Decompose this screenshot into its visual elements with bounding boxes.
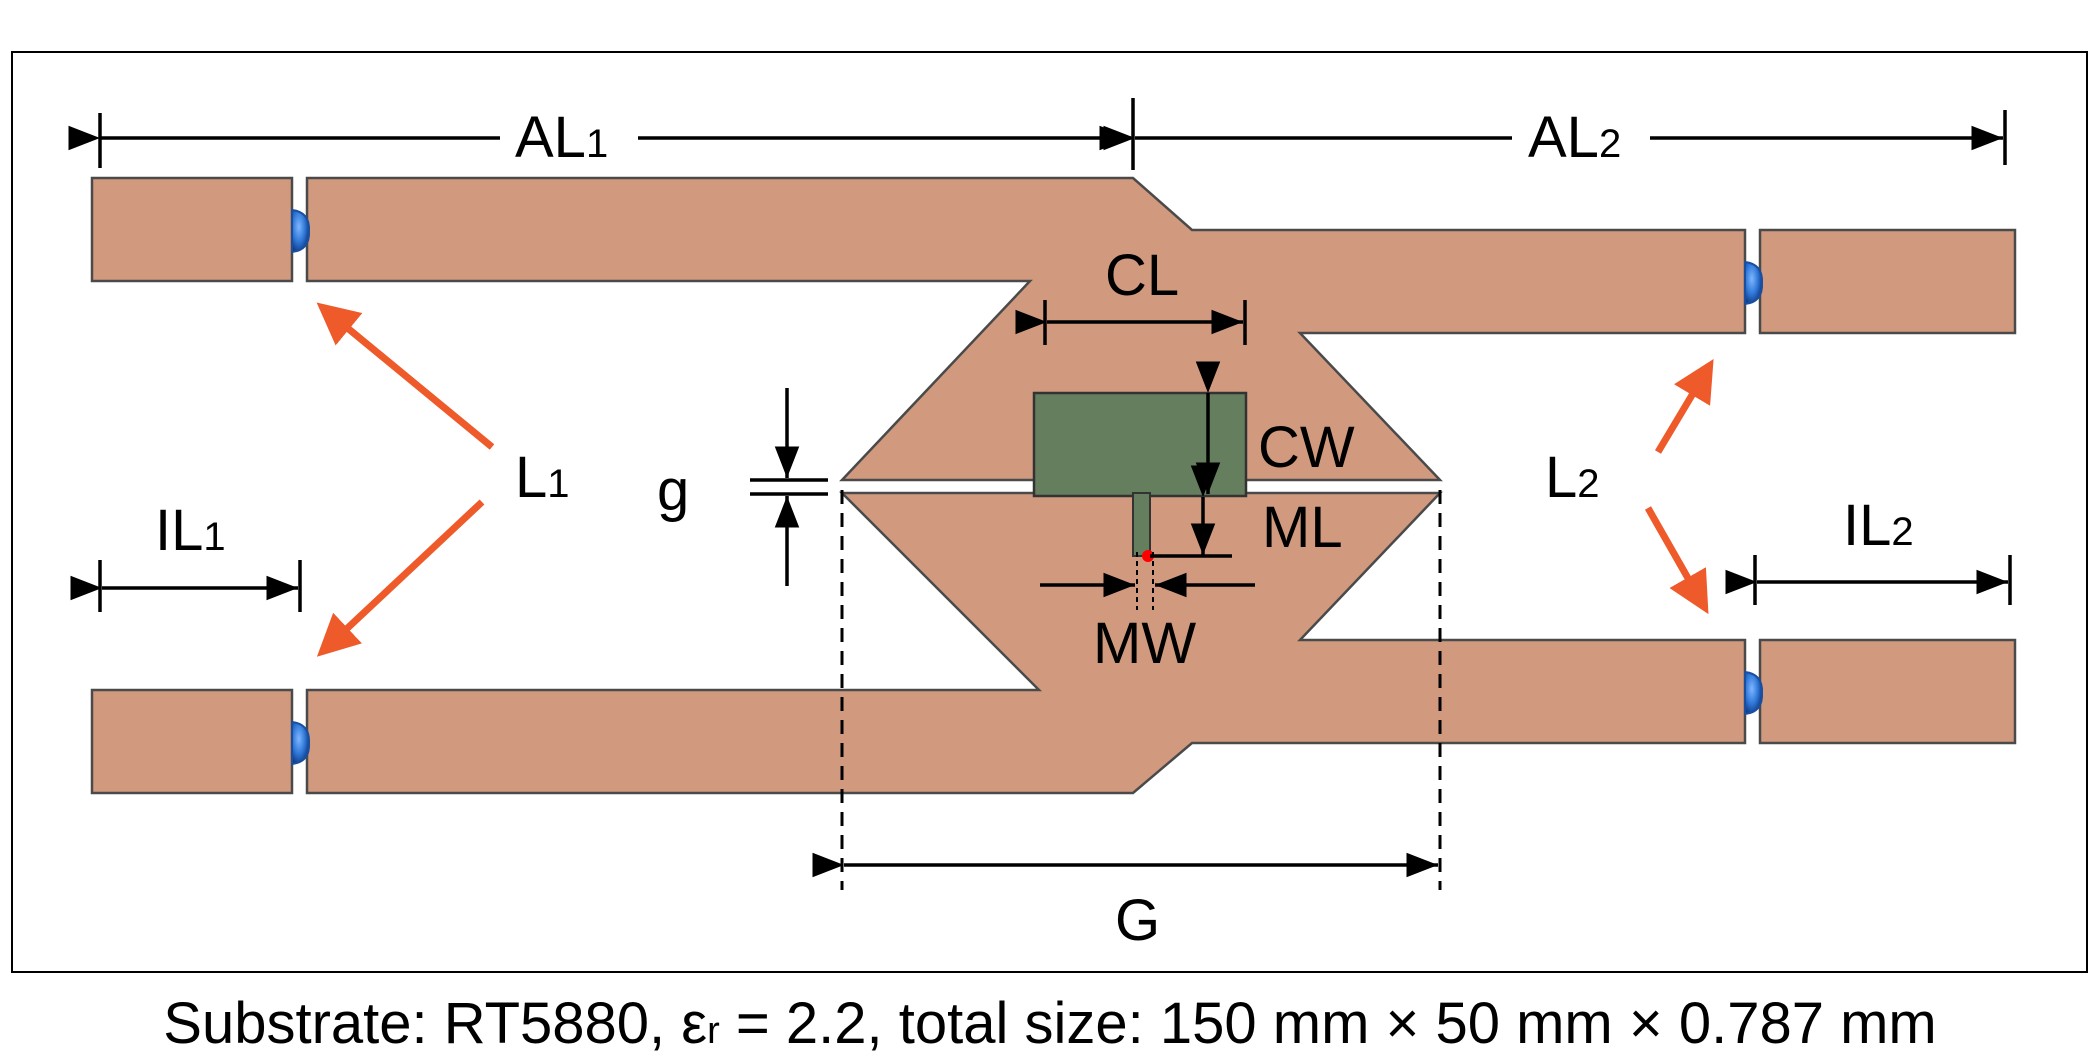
pin-diode-icon bbox=[291, 208, 1764, 766]
dimension-CW-ML bbox=[1150, 361, 1232, 558]
dimension-CL bbox=[1015, 300, 1247, 345]
label-L2: L2 bbox=[1545, 445, 1600, 510]
dimension-g bbox=[750, 388, 828, 586]
caption: Substrate: RT5880, εr = 2.2, total size:… bbox=[163, 991, 1936, 1056]
label-ML: ML bbox=[1262, 495, 1343, 560]
label-IL2: IL2 bbox=[1843, 493, 1914, 558]
label-CW: CW bbox=[1258, 415, 1355, 480]
label-L1: L1 bbox=[515, 445, 570, 510]
label-G: G bbox=[1115, 888, 1160, 953]
dimension-IL2 bbox=[1725, 555, 2012, 605]
label-CL: CL bbox=[1105, 243, 1179, 308]
dimension-MW bbox=[1040, 552, 1255, 610]
pointer-arrows-L2 bbox=[1644, 358, 1714, 615]
label-g: g bbox=[657, 458, 689, 523]
label-AL1: AL1 bbox=[515, 105, 608, 170]
label-IL1: IL1 bbox=[155, 498, 226, 563]
isolated-strip-top-left bbox=[90, 176, 294, 283]
dimension-AL bbox=[68, 98, 2007, 170]
isolated-strip-top-right bbox=[1758, 228, 2017, 335]
dimension-IL1 bbox=[70, 560, 302, 612]
dimension-G bbox=[812, 490, 1442, 890]
pointer-arrows-L1 bbox=[316, 302, 495, 657]
isolated-strip-bottom-left bbox=[90, 688, 294, 795]
feed-point-icon bbox=[1142, 550, 1154, 562]
feed-line bbox=[1132, 492, 1151, 557]
lower-arm-radiator bbox=[305, 491, 1747, 795]
center-patch bbox=[1032, 391, 1248, 498]
label-MW: MW bbox=[1093, 611, 1196, 676]
label-AL2: AL2 bbox=[1528, 105, 1621, 170]
isolated-strip-bottom-right bbox=[1758, 638, 2017, 745]
